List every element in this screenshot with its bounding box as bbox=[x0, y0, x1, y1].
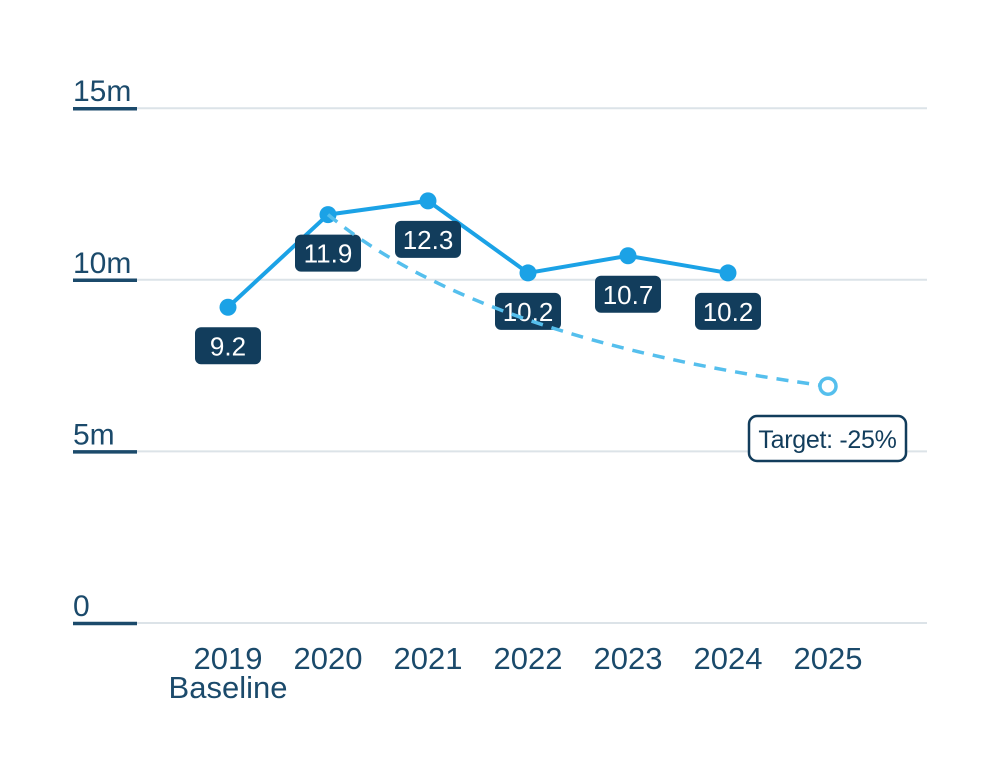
actual-series-line bbox=[226, 198, 730, 310]
badge-background bbox=[195, 327, 261, 365]
data-label-badge: 9.2 bbox=[195, 327, 261, 365]
data-label-badge: 10.2 bbox=[495, 292, 561, 330]
badge-background bbox=[595, 275, 661, 313]
badge-value: 10.2 bbox=[503, 297, 554, 327]
data-point-marker bbox=[519, 264, 537, 282]
badge-value: 10.2 bbox=[703, 297, 754, 327]
x-tick-label: 2024 bbox=[694, 641, 763, 676]
badge-value: 12.3 bbox=[403, 225, 454, 255]
data-label-badge: 10.7 bbox=[595, 275, 661, 313]
badge-background bbox=[395, 220, 461, 258]
badge-value: 10.7 bbox=[603, 280, 654, 310]
target-annotation-box bbox=[747, 414, 908, 463]
baseline-label: Baseline bbox=[169, 670, 288, 705]
y-tick-label: 15m bbox=[73, 75, 131, 108]
badge-value: 9.2 bbox=[210, 331, 246, 361]
y-tick-label: 10m bbox=[73, 247, 131, 280]
target-end-marker bbox=[818, 376, 838, 396]
badge-value: 11.9 bbox=[304, 239, 353, 269]
badge-background bbox=[295, 234, 361, 272]
data-point-marker bbox=[619, 247, 637, 265]
data-label-badge: 11.9 bbox=[295, 234, 361, 272]
x-tick-label: 2025 bbox=[794, 641, 863, 676]
target-annotation: Target: -25% bbox=[747, 414, 908, 463]
x-tick-label: 2019 bbox=[194, 641, 263, 676]
y-tick-label: 0 bbox=[73, 590, 90, 623]
x-tick-label: 2023 bbox=[594, 641, 663, 676]
x-tick-label: 2021 bbox=[394, 641, 463, 676]
data-label-badge: 12.3 bbox=[395, 220, 461, 258]
badge-background bbox=[495, 292, 561, 330]
y-tick-label: 5m bbox=[73, 418, 115, 451]
data-point-marker bbox=[719, 264, 737, 282]
target-annotation-label: Target: -25% bbox=[758, 426, 896, 454]
data-label-badge: 10.2 bbox=[695, 292, 761, 330]
badge-background bbox=[695, 292, 761, 330]
target-trajectory-line bbox=[326, 213, 829, 388]
data-point-marker bbox=[419, 192, 437, 210]
x-tick-label: 2020 bbox=[294, 641, 363, 676]
x-tick-label: 2022 bbox=[494, 641, 563, 676]
data-point-marker bbox=[219, 298, 237, 316]
